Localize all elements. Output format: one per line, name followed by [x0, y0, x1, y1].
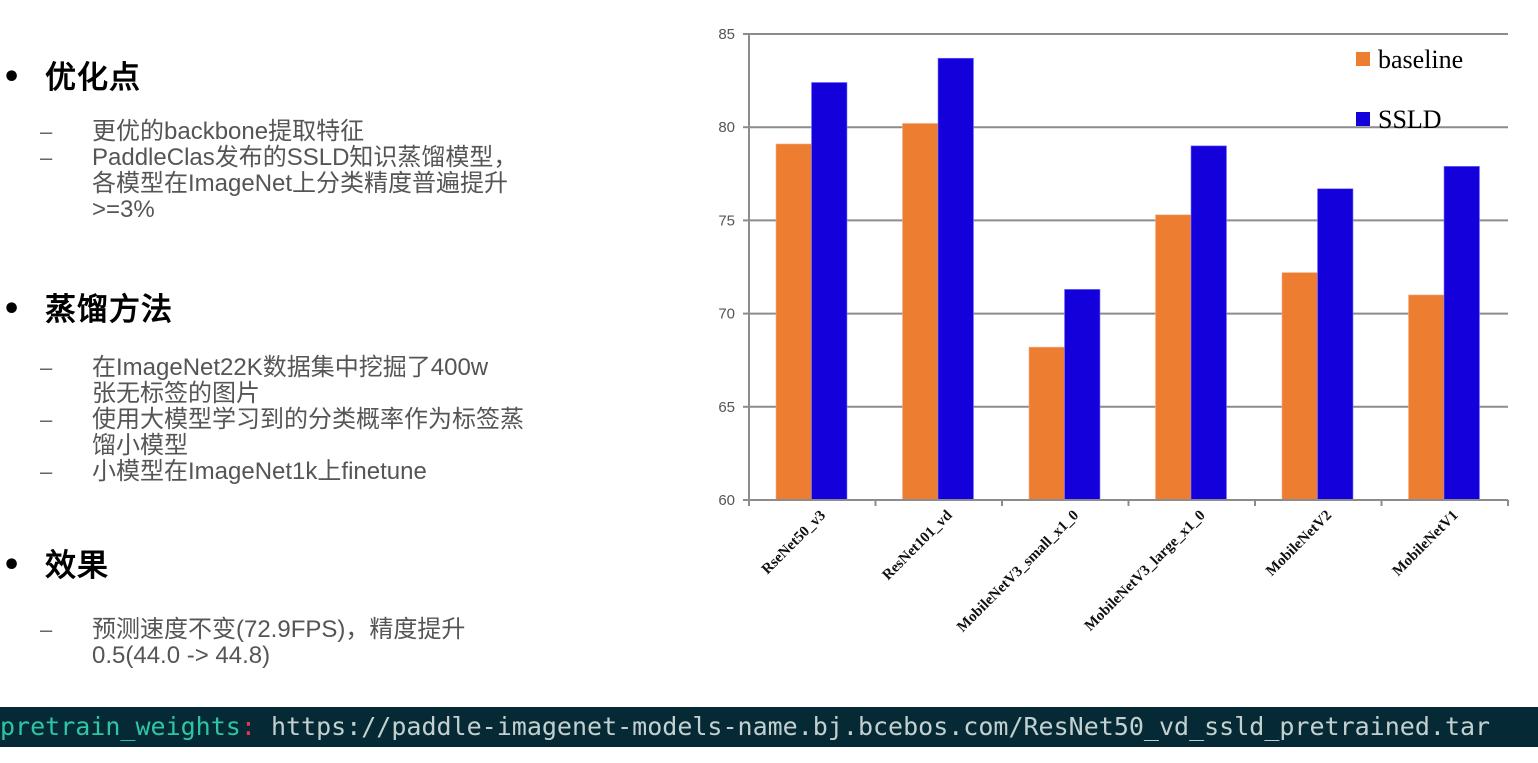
x-tick-label: MobileNetV2	[1263, 508, 1335, 580]
heading-text: 蒸馏方法	[45, 292, 173, 328]
list-item: – 小模型在ImageNet1k上finetune	[40, 458, 427, 485]
legend-swatch-icon	[1356, 52, 1370, 66]
bar-baseline	[1408, 294, 1445, 501]
y-tick-label: 75	[718, 212, 735, 229]
dash-icon: –	[40, 355, 53, 380]
heading-text: 优化点	[45, 60, 141, 96]
config-value-url: https://paddle-imagenet-models-name.bj.b…	[255, 712, 1491, 741]
config-colon: :	[240, 712, 256, 741]
x-tick-label: MobileNetV3_small_x1_0	[954, 508, 1082, 636]
code-line: pretrain_weights: https://paddle-imagene…	[0, 707, 1538, 747]
bar-ssld	[811, 82, 848, 501]
y-tick-label: 60	[718, 492, 735, 509]
y-tick-label: 85	[718, 26, 735, 43]
legend-label: SSLD	[1378, 105, 1442, 134]
bar-ssld	[1317, 188, 1354, 501]
section-heading: • 效果	[0, 543, 522, 589]
y-tick-label: 65	[718, 399, 735, 416]
bars	[775, 57, 1480, 501]
dash-icon: –	[40, 145, 53, 170]
bar-ssld	[1190, 145, 1227, 501]
bar-ssld	[1443, 166, 1480, 501]
text-panel: • 优化点 – 更优的backbone提取特征 – PaddleClas发布的S…	[0, 0, 640, 700]
bar-ssld	[937, 57, 974, 501]
dash-icon: –	[40, 617, 53, 642]
bar-baseline	[1155, 214, 1192, 501]
x-tick-label: RseNet50_v3	[759, 508, 829, 578]
list-item: – 更优的backbone提取特征	[40, 118, 365, 145]
bar-baseline	[902, 123, 939, 501]
config-key: pretrain_weights	[0, 712, 241, 741]
bar-chart: 60 65 70 75 80 85 RseNet50_v3 ResNet101_vd Mobil…	[680, 0, 1538, 690]
list-item: – PaddleClas发布的SSLD知识蒸馏模型，各模型在ImageNet上分…	[40, 144, 518, 223]
bar-baseline	[1281, 272, 1318, 501]
x-tick-label: ResNet101_vd	[879, 507, 956, 584]
section-distillation: • 蒸馏方法 – 在ImageNet22K数据集中挖掘了400w张无标签的图片 …	[0, 287, 542, 485]
heading-text: 效果	[45, 548, 109, 584]
bar-baseline	[1028, 346, 1065, 501]
axes	[743, 33, 1509, 506]
section-effect: • 效果 – 预测速度不变(72.9FPS)，精度提升0.5(44.0 -> 4…	[0, 543, 522, 669]
list-item: – 在ImageNet22K数据集中挖掘了400w张无标签的图片	[40, 354, 489, 407]
legend-swatch-icon	[1356, 112, 1370, 126]
list-item: – 使用大模型学习到的分类概率作为标签蒸馏小模型	[40, 406, 524, 459]
legend: baseline SSLD	[1356, 45, 1463, 134]
section-heading: • 优化点	[0, 55, 542, 101]
bullet-icon: •	[2, 548, 22, 583]
section-optimization: • 优化点 – 更优的backbone提取特征 – PaddleClas发布的S…	[0, 55, 542, 223]
bar-ssld	[1064, 289, 1101, 501]
legend-label: baseline	[1378, 45, 1463, 74]
bar-baseline	[775, 143, 812, 501]
dash-icon: –	[40, 459, 53, 484]
y-tick-label: 70	[718, 306, 735, 323]
bullet-icon: •	[2, 60, 22, 95]
gridlines	[749, 33, 1508, 408]
dash-icon: –	[40, 119, 53, 144]
y-tick-label: 80	[718, 119, 735, 136]
x-tick-label: MobileNetV3_large_x1_0	[1082, 508, 1209, 635]
section-heading: • 蒸馏方法	[0, 287, 542, 333]
list-item: – 预测速度不变(72.9FPS)，精度提升0.5(44.0 -> 44.8)	[40, 616, 466, 669]
dash-icon: –	[40, 407, 53, 432]
bullet-icon: •	[2, 292, 22, 327]
x-tick-label: MobileNetV1	[1390, 508, 1462, 580]
